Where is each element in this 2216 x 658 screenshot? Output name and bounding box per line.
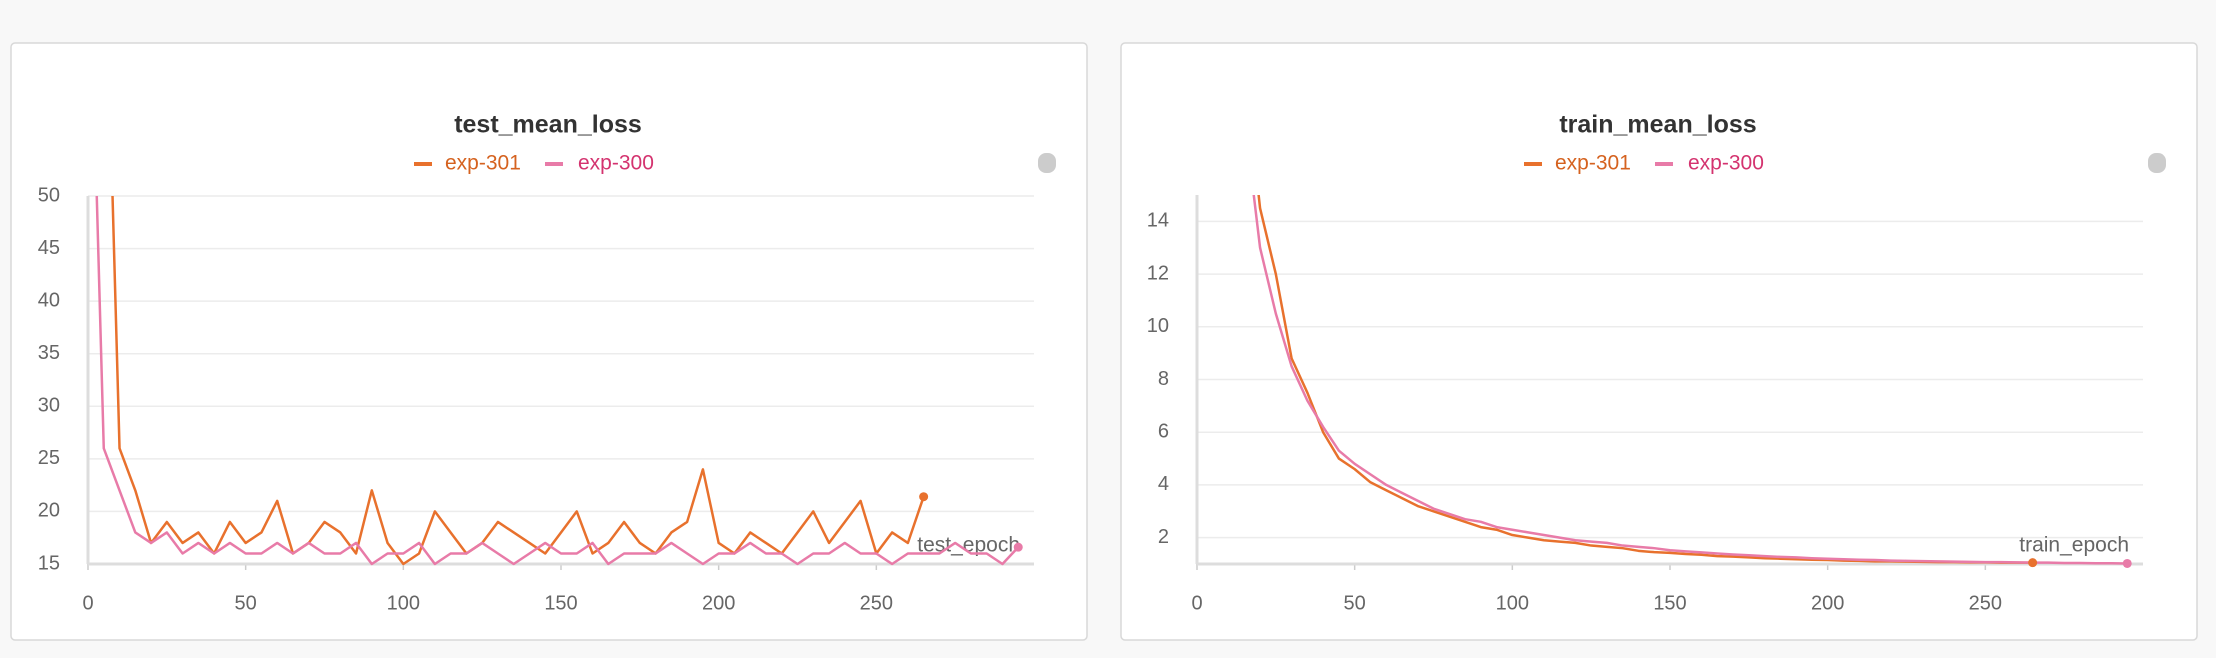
panel-handle[interactable] bbox=[1038, 153, 1056, 173]
y-tick-label: 35 bbox=[38, 342, 60, 364]
series-line bbox=[95, 196, 1020, 566]
y-tick-label: 25 bbox=[38, 447, 60, 469]
x-tick-label: 150 bbox=[1653, 592, 1686, 614]
x-tick-label: 0 bbox=[1191, 592, 1202, 614]
end-point bbox=[1013, 542, 1023, 552]
y-tick-label: 12 bbox=[1147, 262, 1169, 284]
y-tick-label: 40 bbox=[38, 289, 60, 311]
panel-handle[interactable] bbox=[2148, 153, 2166, 173]
end-point bbox=[2122, 558, 2132, 568]
plot-area bbox=[95, 196, 1020, 566]
x-tick-label: 250 bbox=[860, 592, 893, 614]
series-line bbox=[1252, 195, 2128, 565]
series-line bbox=[111, 196, 925, 566]
x-tick-label: 100 bbox=[1496, 592, 1529, 614]
y-tick-label: 4 bbox=[1158, 473, 1169, 495]
legend-label: exp-301 bbox=[1555, 152, 1631, 175]
y-tick-label: 14 bbox=[1147, 210, 1169, 232]
x-tick-label: 100 bbox=[387, 592, 420, 614]
x-tick-label: 200 bbox=[1811, 592, 1844, 614]
chart-title: train_mean_loss bbox=[1559, 111, 1756, 139]
y-tick-label: 30 bbox=[38, 395, 60, 417]
end-point bbox=[919, 492, 929, 502]
x-axis-label: train_epoch bbox=[2019, 534, 2129, 557]
x-tick-label: 0 bbox=[82, 592, 93, 614]
y-tick-label: 8 bbox=[1158, 368, 1169, 390]
panel bbox=[10, 42, 1088, 641]
chart-title: test_mean_loss bbox=[454, 111, 642, 139]
legend-label: exp-300 bbox=[578, 152, 654, 175]
x-tick-label: 150 bbox=[544, 592, 577, 614]
x-tick-label: 50 bbox=[1344, 592, 1366, 614]
y-tick-label: 45 bbox=[38, 237, 60, 259]
y-tick-label: 10 bbox=[1147, 315, 1169, 337]
x-tick-label: 200 bbox=[702, 592, 735, 614]
legend-label: exp-300 bbox=[1688, 152, 1764, 175]
legend-label: exp-301 bbox=[445, 152, 521, 175]
y-tick-label: 6 bbox=[1158, 420, 1169, 442]
x-tick-label: 50 bbox=[235, 592, 257, 614]
y-tick-label: 15 bbox=[38, 552, 60, 574]
y-tick-label: 20 bbox=[38, 500, 60, 522]
end-point bbox=[2028, 558, 2038, 568]
y-tick-label: 2 bbox=[1158, 526, 1169, 548]
plot-area bbox=[1252, 195, 2128, 565]
y-tick-label: 50 bbox=[38, 184, 60, 206]
x-tick-label: 250 bbox=[1969, 592, 2002, 614]
